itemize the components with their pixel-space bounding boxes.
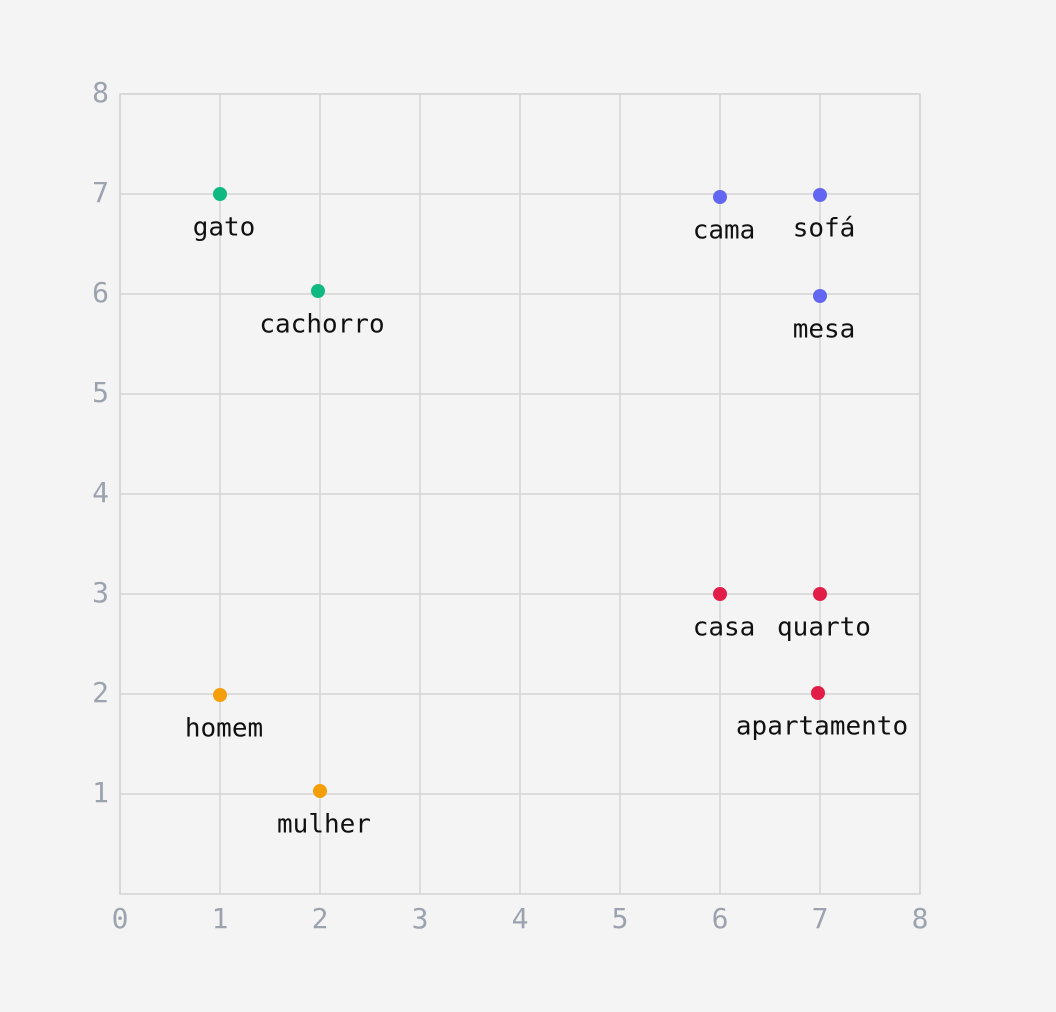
x-tick-label: 6 [712,902,729,935]
point [813,289,827,303]
point-label: gato [193,213,256,243]
point [311,284,325,298]
point-label: sofá [793,214,856,244]
x-tick-label: 2 [312,902,329,935]
point-label: apartamento [736,712,908,742]
y-tick-label: 6 [92,276,109,309]
point-label: homem [185,714,263,744]
point [813,188,827,202]
point [811,686,825,700]
point-label: casa [693,613,756,643]
x-tick-label: 7 [812,902,829,935]
point-label: cama [693,216,756,246]
y-tick-label: 8 [92,76,109,109]
point [813,587,827,601]
point-label: mulher [277,810,371,840]
y-tick-label: 2 [92,676,109,709]
x-tick-label: 1 [212,902,229,935]
x-tick-label: 0 [112,902,129,935]
x-tick-label: 4 [512,902,529,935]
point [313,784,327,798]
x-tick-label: 8 [912,902,929,935]
y-tick-label: 3 [92,576,109,609]
point-label: cachorro [259,310,384,340]
point-label: quarto [777,613,871,643]
x-tick-label: 5 [612,902,629,935]
point [213,688,227,702]
y-tick-label: 5 [92,376,109,409]
point [713,587,727,601]
x-tick-label: 3 [412,902,429,935]
point [713,190,727,204]
y-tick-label: 7 [92,176,109,209]
point [213,187,227,201]
point-label: mesa [793,315,856,345]
y-tick-label: 4 [92,476,109,509]
y-tick-label: 1 [92,776,109,809]
